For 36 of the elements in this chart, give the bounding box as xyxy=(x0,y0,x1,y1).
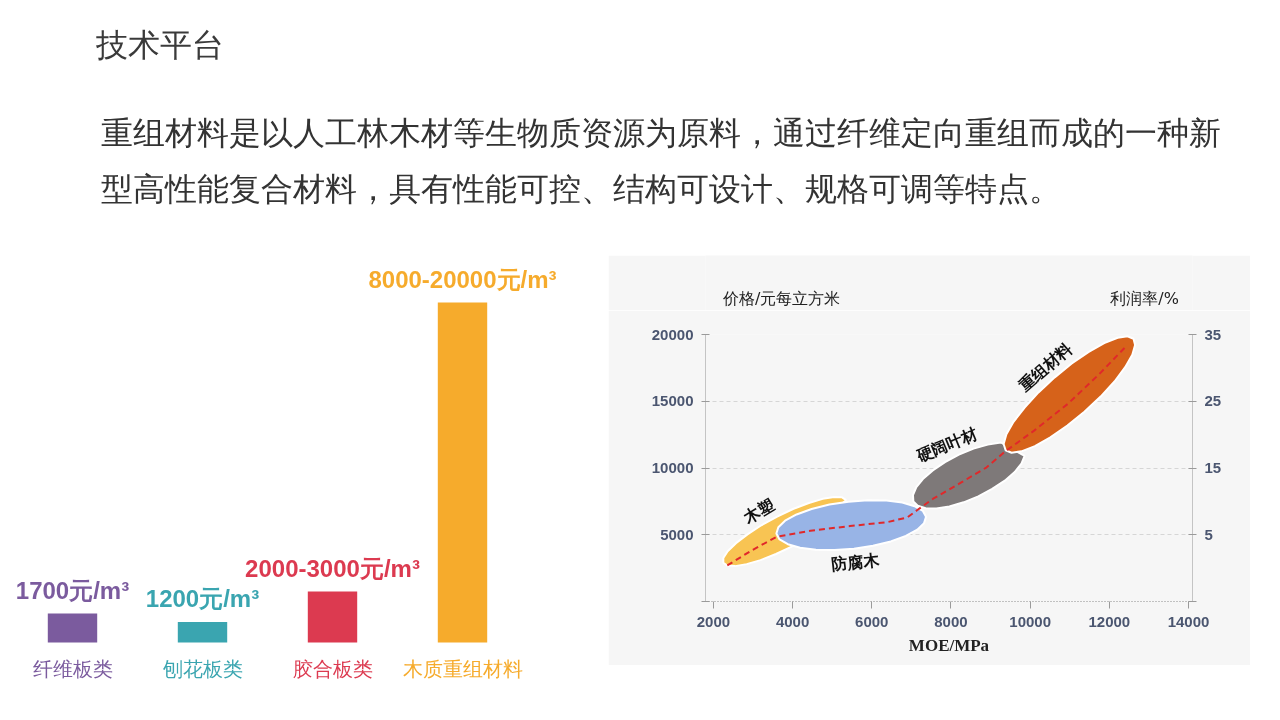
x-axis-title: MOE/MPa xyxy=(908,635,990,655)
data-label: 1200元/m³ xyxy=(145,585,260,613)
text: 重组材料 xyxy=(1014,339,1077,397)
x-tick-label: 4000 xyxy=(775,612,810,630)
y-tick-label: 15000 xyxy=(651,392,694,410)
y2-tick-label: 35 xyxy=(1204,325,1222,343)
y-tick-label: 5000 xyxy=(660,525,694,543)
text: 重组材料是以人工林木材等生物质资源为原料，通过纤维定向重组而成的一种新型高性能复合材料，具有性能可控、结构可设计、规格可调等特点。 xyxy=(100,113,1221,208)
y-tick-label: 10000 xyxy=(651,459,694,476)
bar xyxy=(47,613,98,643)
bar xyxy=(177,622,228,643)
text: 防腐木 xyxy=(830,549,882,575)
x-tick-label: 12000 xyxy=(1088,612,1131,630)
chart-title: 技术平台 xyxy=(94,25,224,64)
x-tick-label: 10000 xyxy=(1009,612,1052,630)
bar xyxy=(307,591,358,643)
text: 硬阔叶材 xyxy=(912,423,981,467)
bar xyxy=(437,302,488,643)
x-tick-label: 纤维板类 xyxy=(32,656,113,681)
x-tick-label: 14000 xyxy=(1167,612,1210,630)
y2-tick-label: 5 xyxy=(1204,525,1213,543)
x-tick-label: 8000 xyxy=(934,612,968,630)
x-tick-label: 胶合板类 xyxy=(292,656,373,681)
y-axis-title: 价格/元每立方米 xyxy=(721,289,841,308)
text: 木塑 xyxy=(739,494,778,529)
y2-tick-label: 15 xyxy=(1204,459,1222,476)
x-tick-label: 刨花板类 xyxy=(161,656,243,681)
x-tick-label: 2000 xyxy=(696,612,731,630)
x-tick-label: 木质重组材料 xyxy=(402,656,523,681)
data-label: 1700元/m³ xyxy=(15,576,130,604)
y-tick-label: 20000 xyxy=(651,325,694,343)
data-label: 8000-20000元/m³ xyxy=(368,265,557,293)
y2-tick-label: 25 xyxy=(1204,392,1222,410)
x-tick-label: 6000 xyxy=(855,612,889,630)
data-label: 2000-3000元/m³ xyxy=(245,554,420,582)
y2-axis-title: 利润率/% xyxy=(1110,289,1179,308)
